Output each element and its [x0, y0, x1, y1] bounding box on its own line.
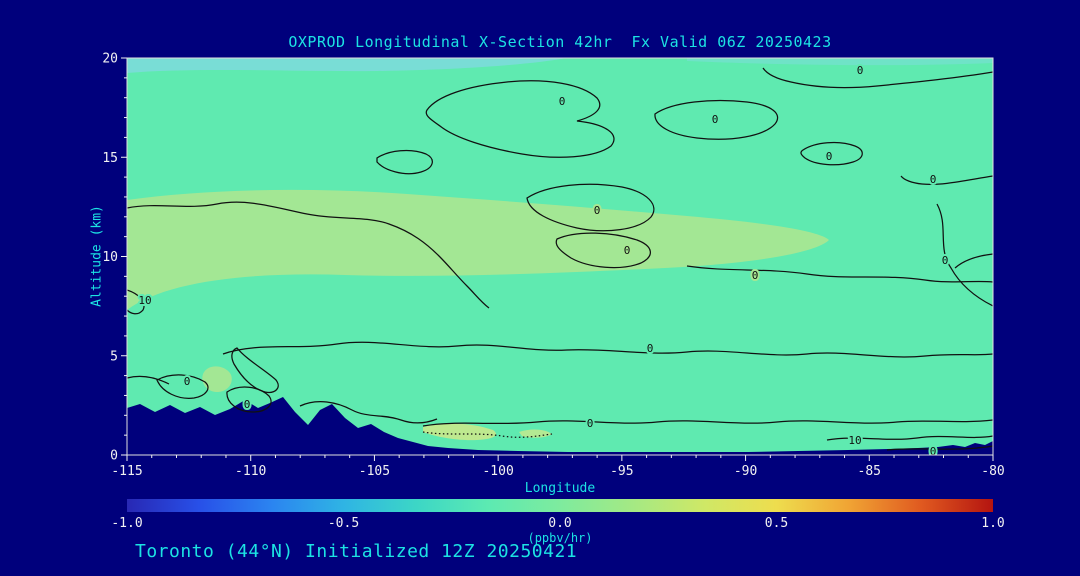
zero-contour-line: [654, 99, 779, 140]
x-axis-tick-label: -105: [359, 464, 390, 479]
y-axis-tick-label: 10: [102, 250, 118, 265]
zero-contour-line: [127, 375, 170, 385]
contour-fill-region: [127, 189, 829, 310]
zero-contour-line: [954, 253, 993, 269]
contour-label: 0: [559, 95, 566, 108]
zero-contour-line: [425, 80, 615, 158]
x-axis-label: Longitude: [524, 481, 596, 496]
chart-title: OXPROD Longitudinal X-Section 42hr Fx Va…: [288, 33, 832, 51]
x-axis-tick-label: -85: [858, 464, 881, 479]
contour-label: 10: [848, 434, 861, 447]
contour-label: 0: [184, 375, 191, 388]
contour-label: 0: [857, 64, 864, 77]
contour-label: 0: [930, 445, 937, 458]
zero-contour-line: [156, 374, 209, 399]
zero-contour-line: [299, 401, 438, 424]
contour-label: 0: [587, 417, 594, 430]
contour-label: 0: [942, 254, 949, 267]
colorbar-tick-label: -0.5: [327, 516, 360, 531]
contour-label: 0: [647, 342, 654, 355]
zero-contour-line: [222, 341, 993, 358]
x-axis-tick-label: -110: [235, 464, 266, 479]
zero-contour-line: [800, 141, 863, 166]
contour-label: 0: [752, 269, 759, 282]
zero-contour-line: [422, 419, 993, 427]
terrain-silhouette: [127, 397, 993, 455]
zero-contour-line: [900, 175, 993, 186]
contour-label: 0: [826, 150, 833, 163]
x-axis-tick-label: -100: [482, 464, 513, 479]
colorbar-tick-label: 0.0: [548, 516, 572, 531]
plot-interior: 0 0 0 0 0 0 0 0 0 0 0 0 0 10 0 10: [127, 58, 993, 458]
contour-fill-region: [127, 58, 567, 73]
zero-contour-line: [686, 265, 993, 283]
contour-label: 0: [930, 173, 937, 186]
colorbar-unit-label: (ppbv/hr): [527, 531, 593, 545]
x-axis-tick-label: -95: [610, 464, 633, 479]
contour-fill-region: [687, 58, 993, 66]
zero-contour-line: [422, 431, 553, 438]
zero-contour-line: [127, 201, 490, 309]
zero-contour-line: [762, 67, 993, 89]
colorbar: [127, 499, 993, 512]
contour-fill-region: [202, 366, 232, 392]
init-info-text: Toronto (44°N) Initialized 12Z 20250421: [135, 541, 578, 562]
x-axis-tick-label: -80: [981, 464, 1004, 479]
contour-label: 0: [594, 204, 601, 217]
colorbar-tick-labels: -1.0 -0.5 0.0 0.5 1.0: [111, 516, 1004, 532]
colorbar-tick-label: 1.0: [981, 516, 1005, 531]
contour-label: 10: [138, 294, 151, 307]
zero-contour-line: [226, 386, 272, 413]
x-axis-tick-label: -90: [734, 464, 757, 479]
y-axis-tick-label: 0: [110, 449, 118, 464]
zero-contour-line: [936, 203, 993, 307]
zero-contour-line: [826, 435, 993, 441]
y-axis-tick-label: 5: [110, 349, 118, 364]
contour-fill-region: [423, 423, 497, 441]
contour-label: 0: [624, 244, 631, 257]
x-axis-tick-label: -115: [111, 464, 142, 479]
colorbar-tick-label: 0.5: [764, 516, 789, 531]
zero-contour-line: [886, 445, 993, 451]
contour-label: 0: [244, 398, 251, 411]
y-axis-tick-label: 20: [102, 52, 118, 67]
zero-contour-line: [526, 183, 655, 232]
contour-label: 0: [712, 113, 719, 126]
y-axis-tick-label: 15: [102, 151, 118, 166]
zero-contour-line: [376, 149, 433, 175]
zero-contour-line: [555, 232, 651, 269]
zero-contour-line: [127, 289, 145, 315]
colorbar-tick-label: -1.0: [111, 516, 143, 531]
